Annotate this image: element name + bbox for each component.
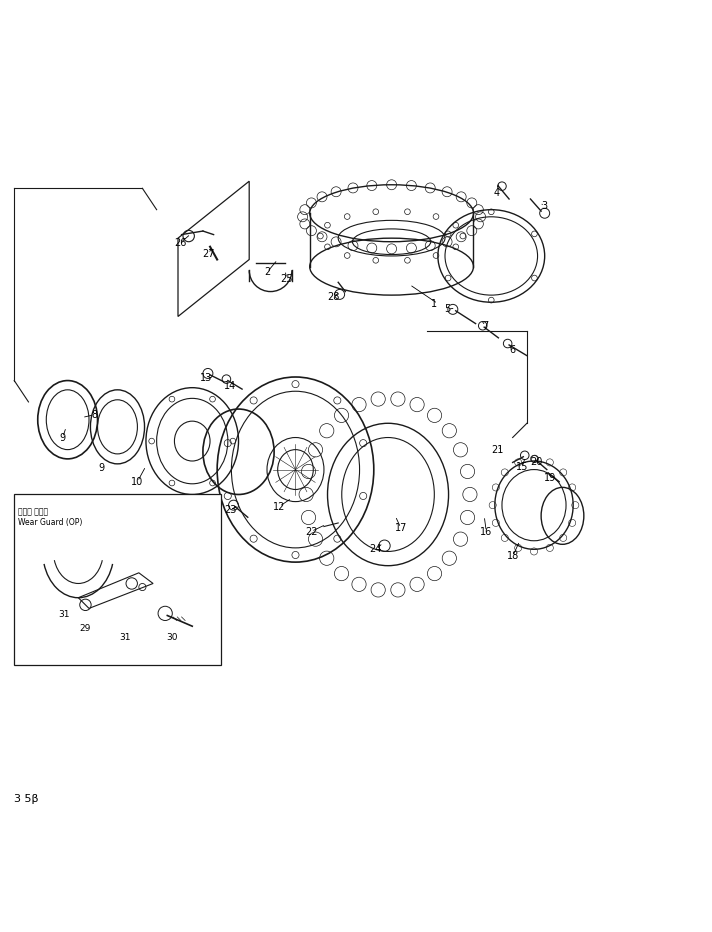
- Text: 15: 15: [515, 462, 528, 473]
- Text: 9: 9: [99, 463, 105, 473]
- Text: 8: 8: [91, 410, 97, 419]
- Text: 11: 11: [159, 507, 172, 517]
- Text: 6: 6: [510, 345, 515, 355]
- Text: 28: 28: [327, 292, 340, 302]
- Text: 22: 22: [305, 527, 318, 537]
- Text: 12: 12: [273, 501, 286, 512]
- Text: 30: 30: [167, 634, 178, 642]
- Text: 29: 29: [80, 624, 91, 633]
- Text: 21: 21: [491, 445, 503, 455]
- Text: 31: 31: [119, 634, 130, 642]
- Text: 19: 19: [544, 473, 557, 483]
- Text: ウェア ガード: ウェア ガード: [18, 507, 48, 516]
- Text: 23: 23: [224, 505, 236, 515]
- Bar: [14, 495, 221, 665]
- Text: 3 5β: 3 5β: [14, 794, 38, 804]
- Text: 31: 31: [58, 610, 70, 619]
- Text: 29: 29: [74, 563, 87, 573]
- Text: 24: 24: [370, 544, 382, 555]
- Text: 3: 3: [542, 201, 548, 212]
- Text: 9: 9: [60, 432, 66, 443]
- Text: 31: 31: [99, 567, 112, 576]
- Text: 1: 1: [431, 298, 437, 308]
- Text: 26: 26: [174, 239, 187, 248]
- Text: 16: 16: [480, 527, 493, 537]
- Text: 20: 20: [530, 458, 543, 468]
- Text: 14: 14: [224, 380, 236, 391]
- Text: 4: 4: [494, 188, 500, 199]
- Text: 13: 13: [200, 374, 213, 383]
- Text: 7: 7: [483, 321, 488, 331]
- Text: 10: 10: [131, 476, 144, 487]
- Text: 27: 27: [202, 249, 215, 259]
- Text: 17: 17: [394, 523, 407, 533]
- Text: 31: 31: [53, 544, 66, 555]
- Text: 25: 25: [281, 274, 293, 283]
- Text: 2: 2: [264, 267, 270, 278]
- Text: 5: 5: [444, 305, 450, 314]
- Text: 30: 30: [117, 587, 130, 597]
- Text: 18: 18: [506, 552, 519, 561]
- Text: Wear Guard (OP): Wear Guard (OP): [18, 518, 82, 527]
